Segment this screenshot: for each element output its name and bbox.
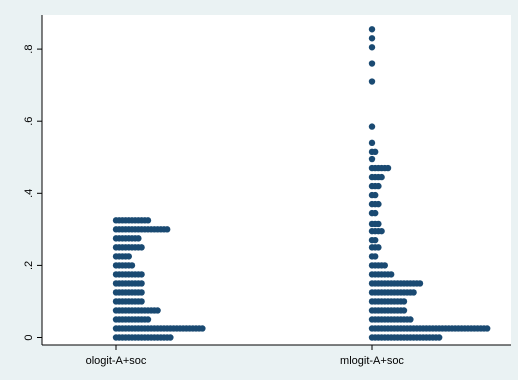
y-tick-label: .2 <box>23 261 35 270</box>
data-point <box>138 244 145 251</box>
data-point <box>368 44 376 51</box>
data-point <box>375 244 382 251</box>
data-point <box>378 227 385 235</box>
data-point <box>372 236 379 244</box>
data-point <box>135 235 142 242</box>
data-point <box>400 298 408 305</box>
data-point <box>199 325 206 332</box>
dot-column-1 <box>112 217 206 341</box>
data-point <box>138 298 145 305</box>
data-point <box>388 271 395 278</box>
data-point <box>416 280 424 287</box>
data-point <box>410 289 417 296</box>
data-point <box>368 78 376 85</box>
data-point <box>407 316 414 323</box>
data-point <box>128 262 136 269</box>
data-point <box>368 26 376 33</box>
data-point <box>144 316 152 323</box>
data-point <box>144 217 152 224</box>
data-point <box>368 139 376 147</box>
data-point <box>154 307 161 314</box>
y-tick-label: 0 <box>23 334 35 340</box>
chart-marks <box>112 26 491 341</box>
data-point <box>372 148 379 156</box>
data-point <box>375 200 382 208</box>
data-point <box>372 253 379 260</box>
x-tick-label: ologit-A+soc <box>86 355 147 367</box>
data-point <box>484 325 491 332</box>
data-point <box>400 307 408 314</box>
data-point <box>368 35 376 42</box>
data-point <box>372 191 379 199</box>
data-point <box>125 253 132 260</box>
data-point <box>164 226 171 233</box>
plot-area <box>42 15 511 345</box>
y-tick-label: .8 <box>23 45 35 54</box>
data-point <box>436 334 443 341</box>
data-point <box>375 220 382 228</box>
data-point <box>368 155 376 163</box>
data-point <box>372 209 379 217</box>
data-point <box>138 289 145 296</box>
data-point <box>368 123 376 130</box>
data-point <box>375 182 382 190</box>
data-point <box>384 164 392 172</box>
x-ticks: ologit-A+soc mlogit-A+soc <box>86 345 404 367</box>
data-point <box>167 334 174 341</box>
data-point <box>368 60 376 67</box>
x-tick-label: mlogit-A+soc <box>340 355 404 367</box>
y-ticks: 0 .2 .4 .6 .8 <box>23 45 42 341</box>
data-point <box>138 271 145 278</box>
axes <box>41 15 511 346</box>
data-point <box>378 173 385 181</box>
data-point <box>138 280 145 287</box>
y-tick-label: .4 <box>23 189 35 198</box>
data-point <box>381 262 388 269</box>
dot-column-2 <box>368 26 491 341</box>
y-tick-label: .6 <box>23 117 35 126</box>
